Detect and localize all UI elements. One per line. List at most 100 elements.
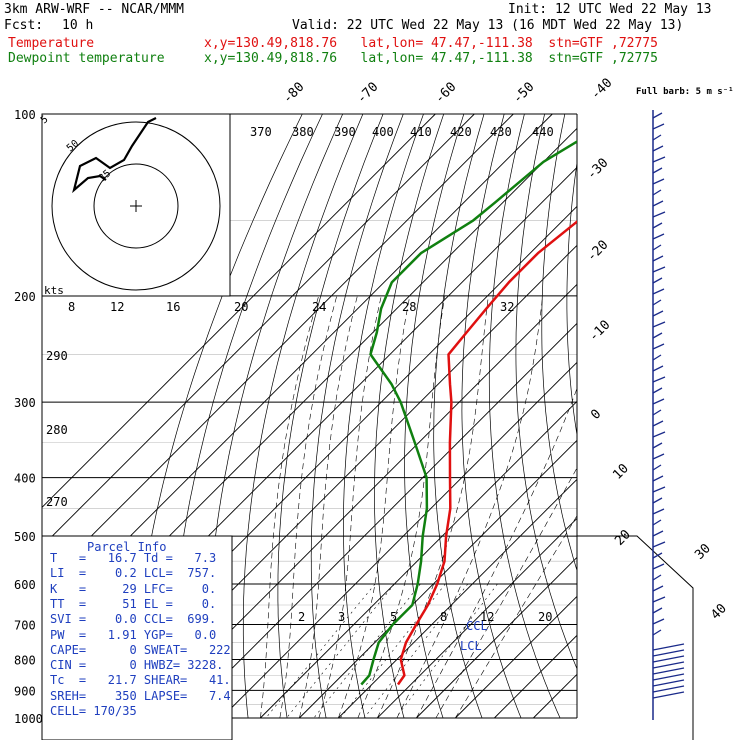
wind-barb [652, 431, 666, 438]
wind-barb [652, 222, 663, 229]
wind-barb [652, 661, 685, 669]
parcel-label: PW = [50, 627, 87, 642]
wind-barb [652, 167, 663, 174]
wind-barb [652, 409, 662, 416]
theta-label: 430 [490, 125, 512, 139]
parcel-label: SWEAT= [143, 642, 188, 657]
hodograph-ring [51, 121, 221, 291]
parcel-label: CAPE= [50, 642, 87, 657]
parcel-value: 1.91 [86, 627, 144, 642]
parcel-value: 7.3 [172, 551, 217, 565]
parcel-value: 0. [172, 581, 217, 596]
isotherm [377, 517, 577, 719]
wind-barb [652, 649, 685, 657]
parcel-label: HWBZ= [143, 658, 181, 673]
parcel-info-row: LI = 0.2 LCL= 757. [50, 566, 216, 580]
pressure-tick-label: 300 [14, 396, 36, 410]
isotherm [221, 361, 577, 719]
parcel-label: SREH= [50, 688, 87, 703]
isotherm [260, 400, 577, 719]
parcel-value: 21.7 [86, 673, 144, 688]
pressure-tick-label: 800 [14, 653, 36, 667]
theta-label: 420 [450, 125, 472, 139]
wind-barb [652, 145, 664, 152]
wind-barb [652, 123, 665, 130]
wind-barb [652, 112, 663, 119]
wind-barb [652, 288, 665, 295]
wind-barb [652, 453, 665, 460]
dry-adiabat [374, 114, 445, 719]
parcel-label: YGP= [143, 627, 173, 642]
wind-barb [652, 321, 666, 328]
parcel-label: LAPSE= [143, 688, 188, 703]
parcel-value: 16.7 [86, 551, 144, 565]
isotherm-label: -80 [280, 80, 307, 107]
mixing-ratio-label: 5 [390, 610, 397, 624]
parcel-value: 29 [86, 581, 144, 596]
isotherm [455, 595, 577, 719]
parcel-value: 0. [172, 596, 217, 611]
parcel-value: 0.0 [86, 612, 144, 627]
lower-wedge-outline [577, 535, 694, 740]
moist-adiabat [396, 295, 543, 719]
wind-barb [652, 497, 663, 504]
speed-scale-label: 8 [68, 300, 75, 314]
wind-barb [652, 673, 685, 681]
hodograph-units: kts [44, 284, 64, 297]
isotherm-label: -50 [510, 80, 537, 107]
moist-adiabat [279, 295, 338, 719]
dry-adiabat [404, 114, 465, 719]
dry-adiabat [343, 114, 424, 719]
wind-barb [652, 255, 664, 262]
isotherm-label: -60 [432, 80, 459, 107]
parcel-info-row: SVI = 0.0 CCL= 699. [50, 612, 216, 626]
isotherm [299, 439, 577, 719]
theta-label: 440 [532, 125, 554, 139]
wind-barb [652, 475, 664, 482]
parcel-value: 0.2 [86, 566, 144, 581]
wind-barb [652, 585, 664, 592]
wind-barb [652, 343, 665, 350]
mixing-ratio-line [395, 583, 498, 719]
mixing-ratio-label: 20 [538, 610, 552, 624]
temperature-legend-label: Temperature [8, 36, 95, 51]
parcel-info-row: T = 16.7 Td = 7.3 [50, 551, 216, 565]
wind-barb [652, 596, 666, 603]
isotherm-label: 30 [692, 541, 714, 563]
dry-adiabat [705, 114, 740, 718]
wind-barb [652, 310, 664, 317]
mixing-ratio-label: 2 [298, 610, 305, 624]
mixing-ratio-label: 8 [440, 610, 447, 624]
parcel-value: 699. [172, 612, 217, 627]
parcel-info-row: SREH= 350 LAPSE= 7.4 [50, 689, 231, 703]
theta-low-label: 270 [46, 495, 68, 509]
theta-label: 380 [292, 125, 314, 139]
valid-time: Valid: 22 UTC Wed 22 May 13 (16 MDT Wed … [292, 18, 684, 33]
parcel-label: LCL= [143, 566, 173, 581]
parcel-value: 757. [172, 566, 217, 581]
wind-barb [652, 667, 685, 675]
moist-adiabat [377, 295, 489, 719]
parcel-label: K = [50, 581, 87, 596]
hodograph-trace [72, 117, 157, 194]
wind-barb [652, 574, 662, 581]
dry-adiabat [683, 114, 740, 718]
theta-label: 410 [410, 125, 432, 139]
parcel-info-row: Tc = 21.7 SHEAR= 41. [50, 673, 231, 687]
wind-barb [652, 420, 664, 427]
parcel-info-row: CIN = 0 HWBZ= 3228. [50, 658, 223, 672]
hodograph-ring-label: 5 [39, 114, 51, 126]
isotherm-label: -70 [354, 80, 381, 107]
isotherm-label: -20 [584, 238, 611, 265]
parcel-label: SHEAR= [143, 673, 188, 688]
parcel-value: 41. [187, 673, 231, 688]
speed-scale-label: 28 [402, 300, 416, 314]
isotherm-label: 20 [612, 527, 634, 549]
dry-adiabat [615, 114, 740, 718]
parcel-info-row: PW = 1.91 YGP= 0.0 [50, 628, 216, 642]
wind-barb [652, 398, 665, 405]
dry-adiabat [277, 114, 384, 719]
wind-barb [652, 618, 665, 625]
moist-adiabat [338, 295, 411, 719]
isotherm-label: 40 [708, 601, 730, 623]
